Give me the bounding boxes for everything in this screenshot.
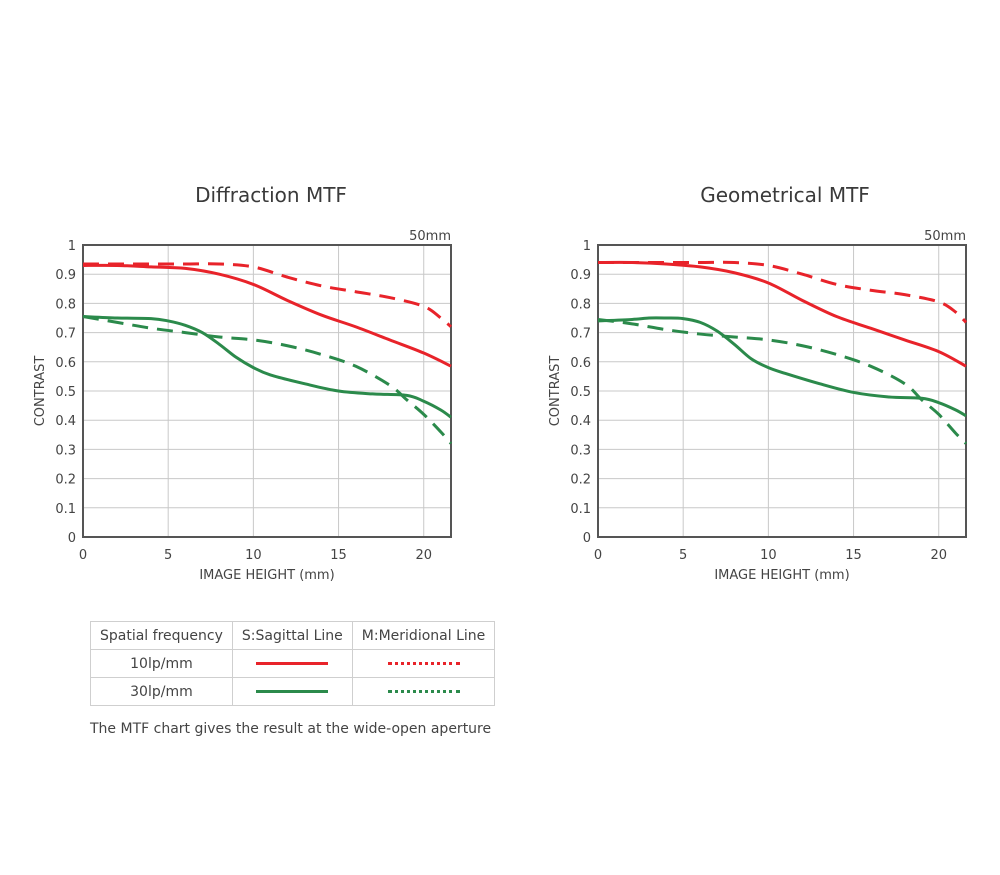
y-tick-label: 1 (583, 239, 591, 254)
series-line (82, 315, 452, 419)
y-tick-label: 0.1 (55, 502, 76, 517)
legend-table: Spatial frequency S:Sagittal Line M:Meri… (90, 621, 496, 706)
y-tick-label: 0.4 (55, 414, 76, 429)
legend-row-label: 30lp/mm (90, 677, 233, 706)
x-axis-label: IMAGE HEIGHT (mm) (714, 568, 849, 583)
green-solid-swatch (256, 690, 329, 693)
y-tick-label: 0.6 (55, 356, 76, 371)
y-tick-label: 0 (583, 531, 591, 546)
y-axis-label: CONTRAST (33, 356, 48, 427)
y-tick-label: 0.7 (570, 327, 591, 342)
x-tick-label: 10 (245, 548, 262, 563)
y-tick-label: 0.2 (55, 473, 76, 488)
y-tick-label: 0.2 (570, 473, 591, 488)
diffraction-mtf-chart: 00.10.20.30.40.50.60.70.80.910 5 10 15 20IMA… (33, 229, 453, 583)
y-tick-label: 0.3 (55, 443, 76, 458)
x-tick-label: 15 (845, 548, 862, 563)
y-tick-label: 0.8 (55, 297, 76, 312)
green-dotted-swatch (387, 690, 460, 693)
y-tick-label: 0.3 (570, 443, 591, 458)
y-tick-label: 0.1 (570, 502, 591, 517)
x-tick-label: 0 (594, 548, 602, 563)
legend-header-meridional: M:Meridional Line (351, 621, 496, 650)
series-line (82, 315, 453, 445)
x-tick-label: 0 (79, 548, 87, 563)
y-tick-label: 0.9 (570, 268, 591, 283)
y-tick-label: 0.5 (55, 385, 76, 400)
y-tick-label: 0 (68, 531, 76, 546)
series-line (597, 317, 968, 445)
y-tick-label: 0.7 (55, 327, 76, 342)
series-line (82, 262, 452, 328)
series-line (82, 263, 452, 368)
x-tick-label: 10 (760, 548, 777, 563)
series-line (597, 260, 967, 368)
x-tick-label: 5 (679, 548, 687, 563)
y-tick-label: 1 (68, 239, 76, 254)
y-tick-label: 0.6 (570, 356, 591, 371)
red-dotted-swatch (387, 662, 460, 665)
series-line (597, 260, 968, 324)
geometrical-chart-title: Geometrical MTF (700, 183, 870, 207)
plot-frame (82, 244, 452, 538)
legend-header-sagittal: S:Sagittal Line (231, 621, 353, 650)
plot-frame (597, 244, 967, 538)
legend-swatch-cell (231, 649, 353, 678)
red-solid-swatch (256, 662, 329, 665)
y-tick-label: 0.9 (55, 268, 76, 283)
x-tick-label: 5 (164, 548, 172, 563)
aperture-footnote: The MTF chart gives the result at the wi… (90, 721, 492, 737)
x-axis-label: IMAGE HEIGHT (mm) (199, 568, 334, 583)
x-tick-label: 20 (415, 548, 432, 563)
legend-header-row: Spatial frequency S:Sagittal Line M:Meri… (90, 621, 496, 650)
x-tick-label: 20 (930, 548, 947, 563)
y-axis-label: CONTRAST (548, 356, 563, 427)
y-tick-label: 0.4 (570, 414, 591, 429)
legend-swatch-cell (351, 677, 496, 706)
diffraction-chart-title: Diffraction MTF (195, 183, 347, 207)
focal-length-label: 50mm (924, 229, 966, 244)
legend-row-10lp: 10lp/mm (90, 649, 496, 678)
legend-swatch-cell (351, 649, 496, 678)
legend-header-frequency: Spatial frequency (90, 621, 233, 650)
legend-swatch-cell (231, 677, 353, 706)
focal-length-label: 50mm (409, 229, 451, 244)
series-line (597, 316, 967, 418)
y-tick-label: 0.5 (570, 385, 591, 400)
legend-row-30lp: 30lp/mm (90, 677, 496, 706)
legend-row-label: 10lp/mm (90, 649, 233, 678)
y-tick-label: 0.8 (570, 297, 591, 312)
geometrical-mtf-chart: 00.10.20.30.40.50.60.70.80.910 5 10 15 20IMA… (548, 229, 968, 583)
x-tick-label: 15 (330, 548, 347, 563)
